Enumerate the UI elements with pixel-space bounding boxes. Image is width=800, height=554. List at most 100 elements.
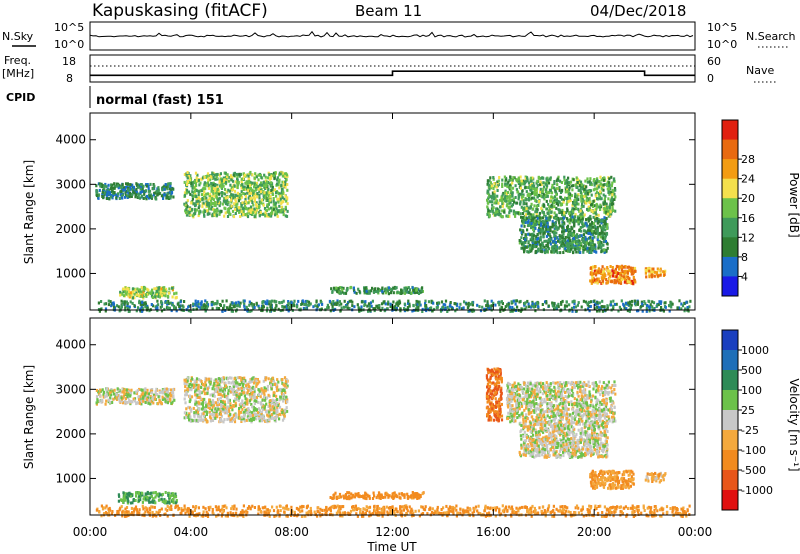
data-cell	[170, 309, 173, 313]
data-cell	[535, 235, 538, 238]
data-cell	[600, 182, 603, 186]
data-cell	[128, 191, 132, 195]
data-cell	[525, 202, 528, 206]
data-cell	[488, 187, 491, 191]
data-cell	[249, 205, 253, 209]
data-cell	[566, 182, 569, 186]
data-cell	[575, 246, 578, 250]
data-cell	[144, 305, 147, 309]
data-cell	[216, 299, 219, 303]
data-cell	[219, 304, 222, 307]
data-cell	[573, 230, 576, 233]
data-cell	[557, 302, 560, 306]
data-cell	[225, 306, 229, 310]
data-cell	[553, 216, 556, 220]
data-cell	[95, 184, 98, 188]
data-cell	[512, 197, 515, 201]
data-cell	[555, 206, 558, 210]
data-cell	[265, 184, 268, 188]
data-cell	[574, 198, 577, 202]
data-cell	[418, 300, 421, 304]
data-cell	[190, 184, 193, 188]
data-cell	[192, 202, 195, 206]
data-cell	[262, 300, 265, 303]
data-cell	[257, 173, 260, 177]
data-cell	[527, 219, 530, 223]
data-cell	[624, 271, 627, 275]
data-cell	[326, 303, 329, 307]
data-cell	[142, 303, 145, 307]
data-cell	[583, 229, 586, 233]
data-cell	[567, 192, 570, 196]
data-cell	[184, 210, 188, 214]
data-cell	[127, 388, 130, 392]
data-cell	[535, 192, 538, 196]
data-cell	[199, 181, 202, 185]
data-cell	[374, 307, 377, 311]
data-cell	[404, 287, 407, 290]
data-cell	[163, 292, 166, 296]
data-cell	[587, 307, 590, 311]
data-cell	[563, 307, 566, 311]
data-cell	[141, 309, 144, 313]
data-cell	[248, 303, 251, 307]
data-cell	[536, 240, 539, 244]
data-cell	[116, 192, 120, 196]
data-cell	[256, 400, 259, 404]
data-cell	[628, 302, 631, 306]
data-cell	[562, 232, 565, 236]
data-cell	[532, 239, 535, 243]
data-cell	[645, 306, 648, 310]
data-cell	[584, 247, 588, 251]
data-cell	[140, 183, 143, 187]
data-cell	[183, 173, 186, 176]
data-cell	[258, 411, 261, 415]
data-cell	[545, 216, 548, 220]
data-cell	[506, 214, 510, 218]
data-cell	[197, 199, 200, 203]
data-cell	[112, 397, 115, 401]
data-cell	[547, 238, 550, 241]
data-cell	[599, 231, 602, 235]
data-cell	[236, 176, 239, 180]
data-cell	[591, 229, 594, 233]
data-cell	[537, 221, 540, 224]
data-cell	[539, 187, 542, 191]
data-cell	[448, 304, 451, 308]
data-cell	[558, 234, 561, 238]
data-cell	[604, 222, 607, 226]
data-cell	[271, 210, 274, 214]
data-cell	[133, 191, 136, 195]
data-cell	[206, 304, 209, 308]
data-cell	[589, 226, 592, 230]
data-cell	[261, 309, 264, 313]
data-cell	[487, 185, 490, 189]
data-cell	[278, 204, 281, 208]
data-cell	[228, 306, 231, 310]
data-cell	[127, 187, 130, 190]
data-cell	[216, 188, 219, 191]
data-cell	[268, 200, 271, 204]
data-cell	[252, 307, 255, 310]
data-cell	[212, 202, 215, 205]
data-cell	[535, 188, 538, 191]
data-cell	[245, 305, 248, 309]
data-cell	[400, 292, 403, 295]
data-cell	[527, 192, 530, 196]
data-cell	[152, 193, 156, 197]
data-cell	[117, 394, 120, 397]
data-cell	[95, 395, 99, 399]
data-cell	[498, 211, 501, 215]
data-cell	[139, 290, 142, 294]
data-cell	[525, 209, 528, 213]
data-cell	[578, 235, 581, 238]
data-cell	[483, 299, 486, 303]
data-cell	[532, 228, 535, 231]
data-cell	[680, 302, 683, 306]
data-cell	[270, 176, 273, 180]
data-cell	[227, 207, 231, 211]
data-cell	[487, 211, 490, 215]
data-cell	[608, 209, 611, 213]
data-cell	[121, 387, 124, 391]
data-cell	[467, 301, 470, 305]
